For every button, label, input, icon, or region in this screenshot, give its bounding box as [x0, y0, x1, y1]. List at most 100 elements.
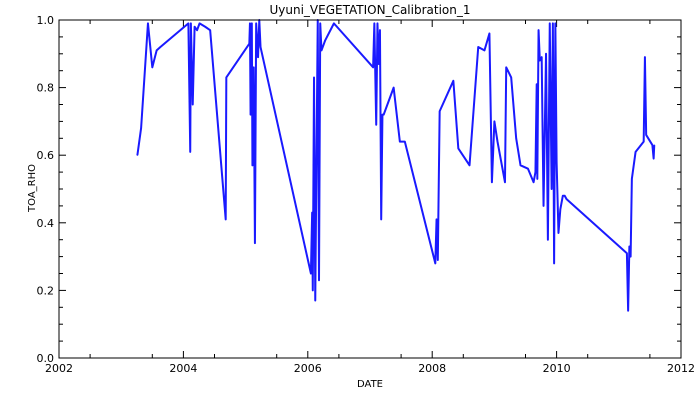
data-point	[651, 144, 653, 146]
data-point	[434, 262, 436, 264]
data-point	[452, 80, 454, 82]
data-point	[192, 103, 194, 106]
data-point	[322, 46, 324, 48]
data-point	[439, 110, 441, 112]
data-point	[378, 63, 380, 65]
data-point	[628, 245, 630, 248]
data-point	[627, 310, 629, 312]
x-tick-label: 2008	[418, 362, 446, 375]
data-point	[136, 154, 138, 156]
data-point	[553, 262, 555, 264]
data-point	[204, 26, 206, 28]
data-point	[564, 195, 566, 197]
data-point	[488, 32, 491, 35]
data-point	[644, 56, 646, 58]
data-point	[483, 49, 486, 52]
data-point	[536, 178, 538, 180]
data-point	[493, 120, 495, 122]
data-point	[551, 188, 553, 190]
data-point	[477, 46, 479, 48]
plot-frame	[58, 19, 682, 359]
data-point	[320, 49, 323, 52]
data-point	[541, 56, 543, 58]
data-point	[159, 46, 161, 48]
data-point	[333, 22, 335, 24]
data-point	[630, 256, 632, 258]
data-point	[559, 208, 561, 210]
data-point	[380, 218, 382, 221]
data-point	[373, 22, 375, 24]
data-point	[496, 141, 499, 143]
x-axis-label: DATE	[357, 379, 383, 390]
y-axis-label: TOA_RHO	[27, 164, 38, 213]
data-point	[510, 76, 512, 79]
data-point	[147, 22, 149, 24]
data-point	[381, 114, 384, 116]
y-tick-label: 1.0	[37, 14, 55, 27]
data-point	[225, 218, 227, 221]
data-point	[319, 22, 321, 24]
data-point	[259, 46, 262, 48]
x-tick-label: 2012	[667, 362, 695, 375]
data-point	[151, 66, 153, 68]
data-point	[313, 76, 315, 79]
data-point	[255, 22, 257, 24]
data-point	[653, 144, 655, 146]
data-point	[645, 134, 647, 136]
data-point	[399, 141, 401, 143]
data-point	[468, 164, 471, 166]
data-point	[547, 239, 549, 241]
data-point	[505, 66, 507, 68]
data-point	[554, 22, 556, 24]
data-point	[209, 29, 211, 31]
data-point	[534, 171, 537, 173]
data-point	[631, 178, 633, 180]
data-point	[562, 195, 564, 197]
data-point	[519, 164, 522, 166]
data-point	[324, 39, 326, 41]
data-point	[375, 124, 377, 126]
data-point	[565, 198, 568, 200]
data-point	[404, 141, 406, 143]
data-point	[504, 181, 506, 183]
data-point	[527, 168, 529, 170]
data-point	[435, 218, 438, 221]
data-point	[254, 242, 256, 244]
data-point	[491, 181, 493, 183]
data-point	[225, 76, 227, 79]
data-point	[545, 53, 547, 55]
data-point	[253, 66, 255, 68]
x-tick-label: 2006	[294, 362, 322, 375]
data-series	[136, 19, 656, 312]
axis-tick-labels: 2002 2004 2006 2008 2010 2012 0.0 0.2 0.4 0.6 0.8 1…	[37, 14, 696, 375]
data-point	[536, 83, 538, 85]
chart-title: Uyuni_VEGETATION_Calibration_1	[270, 3, 471, 17]
x-tick-label: 2004	[169, 362, 197, 375]
data-point	[249, 114, 252, 116]
data-point	[372, 66, 374, 68]
y-tick-label: 0.2	[37, 284, 55, 297]
data-point	[393, 87, 395, 89]
data-point	[257, 56, 259, 58]
data-point	[539, 59, 541, 62]
data-point	[251, 164, 254, 166]
data-point	[537, 29, 540, 31]
y-tick-label: 0.6	[37, 149, 55, 162]
data-point	[515, 137, 517, 139]
data-point	[437, 259, 439, 261]
y-tick-label: 0.8	[37, 82, 55, 95]
data-point	[643, 141, 645, 143]
data-point	[532, 181, 535, 183]
data-point	[549, 22, 551, 24]
data-point	[194, 26, 196, 28]
y-tick-label: 0.0	[37, 352, 55, 365]
data-point	[196, 29, 198, 31]
data-point	[383, 114, 385, 116]
x-tick-label: 2002	[45, 362, 73, 375]
data-point	[310, 272, 312, 275]
data-point	[311, 212, 313, 214]
data-point	[318, 279, 320, 281]
data-point	[249, 22, 251, 24]
data-point	[626, 252, 628, 254]
